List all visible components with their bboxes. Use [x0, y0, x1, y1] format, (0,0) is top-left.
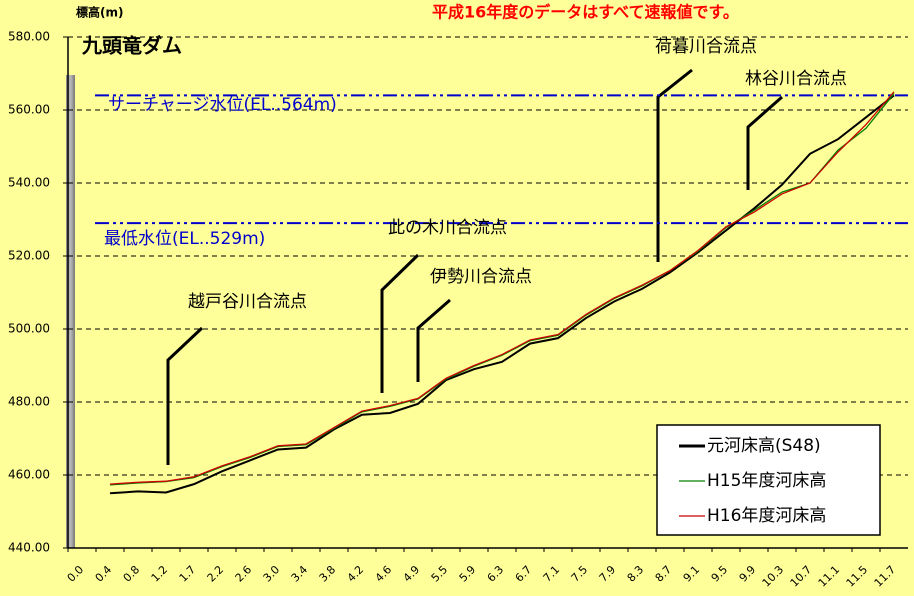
legend-box — [656, 424, 881, 536]
reference-label: 最低水位(EL..529m) — [104, 229, 265, 249]
x-tick-label: 0.8 — [121, 563, 143, 585]
x-tick-label: 11.5 — [844, 563, 871, 590]
x-tick-label: 0.0 — [65, 563, 87, 585]
legend-label: H16年度河床高 — [707, 506, 826, 526]
x-tick-label: 7.5 — [569, 563, 591, 585]
x-tick-label: 9.5 — [709, 563, 731, 585]
annotation: 伊勢川合流点 — [430, 267, 532, 287]
series-line — [109, 91, 895, 485]
x-tick-label: 4.2 — [345, 563, 367, 585]
x-tick-label: 9.9 — [737, 563, 759, 585]
x-tick-label: 4.6 — [373, 563, 395, 585]
y-tick-label: 460.00 — [8, 468, 50, 482]
x-tick-label: 3.0 — [261, 563, 283, 585]
annotation: 此の木川合流点 — [388, 218, 507, 238]
x-tick-label: 10.7 — [788, 563, 815, 590]
x-tick-label: 1.2 — [149, 563, 171, 585]
annotation: 荷暮川合流点 — [655, 37, 757, 57]
x-tick-label: 8.7 — [653, 563, 675, 585]
x-tick-label: 2.2 — [205, 563, 227, 585]
x-tick-label: 8.3 — [625, 563, 647, 585]
y-tick-label: 500.00 — [8, 322, 50, 336]
x-tick-label: 6.3 — [485, 563, 507, 585]
y-tick-label: 580.00 — [8, 30, 50, 44]
x-tick-label: 11.7 — [872, 563, 899, 590]
series-line — [109, 94, 895, 495]
x-tick-label: 0.4 — [93, 563, 115, 585]
legend-label: H15年度河床高 — [707, 471, 826, 491]
y-tick-label: 520.00 — [8, 249, 50, 263]
legend-label: 元河床高(S48) — [707, 436, 821, 456]
annotation: 林谷川合流点 — [745, 69, 847, 89]
series-line — [109, 93, 895, 486]
note: 平成16年度のデータはすべて速報値です。 — [432, 3, 739, 22]
annotation: 越戸谷川合流点 — [188, 292, 307, 312]
x-tick-label: 2.6 — [233, 563, 255, 585]
reference-label: サーチャージ水位(EL..564m) — [108, 95, 337, 115]
x-tick-label: 3.8 — [317, 563, 339, 585]
y-tick-label: 540.00 — [8, 176, 50, 190]
y-tick-label: 480.00 — [8, 395, 50, 409]
dam-wall — [66, 75, 75, 548]
y-tick-label: 440.00 — [8, 541, 50, 555]
leader-lines — [166, 68, 783, 465]
x-tick-label: 5.9 — [457, 563, 479, 585]
x-tick-label: 7.1 — [541, 563, 563, 585]
x-tick-label: 9.1 — [681, 563, 703, 585]
x-tick-label: 5.5 — [429, 563, 451, 585]
x-tick-label: 4.9 — [401, 563, 423, 585]
x-tick-label: 6.7 — [513, 563, 535, 585]
x-tick-label: 3.4 — [289, 563, 311, 585]
x-tick-label: 1.7 — [177, 563, 199, 585]
y-axis-label: 標高(m) — [76, 5, 123, 20]
x-tick-label: 11.1 — [816, 563, 843, 590]
x-tick-label: 7.9 — [597, 563, 619, 585]
y-tick-label: 560.00 — [8, 103, 50, 117]
x-tick-label: 10.3 — [760, 563, 787, 590]
